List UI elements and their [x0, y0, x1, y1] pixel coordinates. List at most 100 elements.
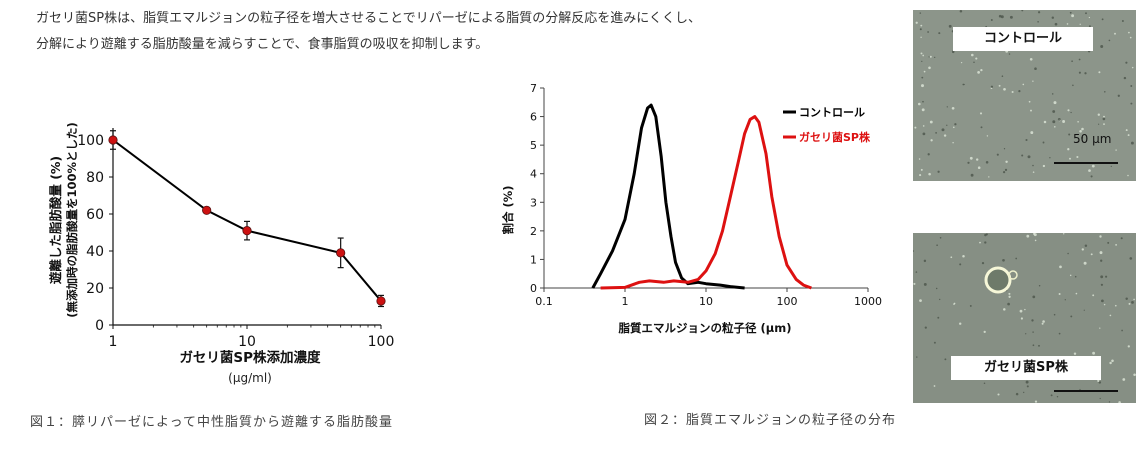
particle-dot: [939, 237, 942, 239]
particle-dot: [1123, 76, 1127, 80]
particle-dot: [933, 341, 936, 344]
particle-dot: [1034, 400, 1038, 403]
particle-dot: [1033, 233, 1037, 237]
particle-dot: [918, 158, 921, 160]
particle-dot: [960, 61, 963, 64]
chart1-x-unit: (μg/ml): [228, 371, 272, 385]
large-particle: [984, 266, 1012, 294]
particle-dot: [1079, 130, 1082, 133]
particle-dot: [1090, 175, 1093, 178]
particle-dot: [1056, 395, 1059, 398]
particle-dot: [1128, 302, 1131, 305]
particle-dot: [1078, 71, 1081, 74]
particle-dot: [1038, 284, 1041, 287]
particle-dot: [1067, 252, 1069, 255]
particle-dot: [1068, 133, 1071, 136]
chart2-legend-label: ガセリ菌SP株: [799, 130, 871, 144]
particle-dot: [1066, 23, 1069, 25]
particle-dot: [1051, 93, 1054, 95]
particle-dot: [1018, 90, 1021, 93]
control-photo-label: コントロール: [953, 27, 1093, 51]
particle-dot: [1008, 270, 1018, 280]
particle-dot: [921, 108, 925, 112]
particle-dot: [928, 172, 931, 176]
particle-dot: [920, 36, 922, 38]
particle-dot: [980, 126, 983, 129]
particle-dot: [1070, 111, 1072, 114]
particle-dot: [1100, 283, 1104, 286]
particle-dot: [998, 14, 1002, 18]
particle-dot: [977, 71, 980, 74]
particle-dot: [1053, 101, 1057, 105]
particle-dot: [990, 85, 994, 88]
particle-dot: [1111, 359, 1114, 363]
particle-dot: [1099, 251, 1103, 255]
particle-dot: [975, 57, 978, 60]
particle-dot: [980, 68, 983, 72]
particle-dot: [916, 356, 918, 358]
particle-dot: [1125, 61, 1128, 64]
scale-bar-2: [1054, 390, 1118, 392]
chart1-y-tick-label: 80: [86, 170, 104, 186]
chart2-y-tick-label: 0: [530, 282, 537, 295]
particle-dot: [930, 139, 933, 142]
particle-dot: [953, 303, 955, 305]
particle-dot: [1092, 351, 1096, 355]
particle-dot: [921, 76, 924, 79]
particle-dot: [1117, 94, 1120, 97]
chart2-y-tick-label: 1: [530, 253, 537, 266]
chart2-series-line-1: [591, 103, 745, 290]
particle-dot: [1002, 170, 1006, 174]
particle-dot: [1021, 10, 1024, 12]
chart1-y-tick-label: 60: [86, 207, 104, 223]
particle-dot: [1133, 298, 1135, 301]
particle-dot: [1107, 241, 1110, 244]
particle-dot: [1115, 149, 1117, 151]
particle-dot: [1129, 36, 1132, 39]
particle-dot: [922, 54, 925, 57]
chart2-y-tick-label: 5: [530, 139, 537, 152]
particle-dot: [1081, 248, 1084, 251]
particle-dot: [1105, 275, 1108, 278]
particle-dot: [935, 287, 938, 290]
particle-dot: [1108, 401, 1111, 403]
particle-dot: [969, 304, 972, 307]
chart1-x-tick-label: 1: [109, 334, 118, 350]
particle-dot: [1023, 391, 1025, 394]
particle-dot: [951, 50, 955, 54]
particle-dot: [1025, 333, 1027, 335]
particle-dot: [1102, 117, 1106, 121]
particle-dot: [1071, 60, 1073, 63]
particle-dot: [919, 299, 922, 302]
particle-dot: [1079, 23, 1081, 25]
particle-dot: [1108, 39, 1111, 42]
particle-dot: [1074, 275, 1077, 278]
particle-dot: [1076, 155, 1079, 159]
particle-dot: [1072, 84, 1074, 87]
particle-dot: [922, 100, 924, 103]
particle-dot: [1067, 109, 1070, 112]
particle-dot: [1079, 388, 1081, 391]
particle-dot: [1092, 294, 1095, 297]
particle-dot: [1083, 261, 1087, 265]
particle-dot: [1097, 379, 1100, 383]
particle-dot: [1008, 53, 1011, 55]
particle-dot: [1054, 22, 1058, 26]
chart1-data-point: [242, 226, 252, 236]
particle-dot: [1032, 331, 1034, 333]
figure2-caption: 図２：脂質エマルジョンの粒子径の分布: [644, 413, 897, 428]
particle-dot: [983, 382, 986, 384]
particle-dot: [1103, 123, 1105, 126]
particle-dot: [1021, 154, 1024, 157]
particle-dot: [979, 241, 981, 244]
particle-dot: [948, 24, 952, 28]
particle-dot: [997, 393, 1000, 396]
particle-dot: [1078, 58, 1081, 61]
chart2-y-tick-label: 3: [530, 196, 537, 209]
particle-dot: [1100, 275, 1104, 279]
particle-dot: [1131, 66, 1134, 69]
particle-dot: [1070, 315, 1073, 318]
chart2-x-tick-label: 100: [777, 295, 798, 308]
particle-dot: [920, 168, 923, 171]
